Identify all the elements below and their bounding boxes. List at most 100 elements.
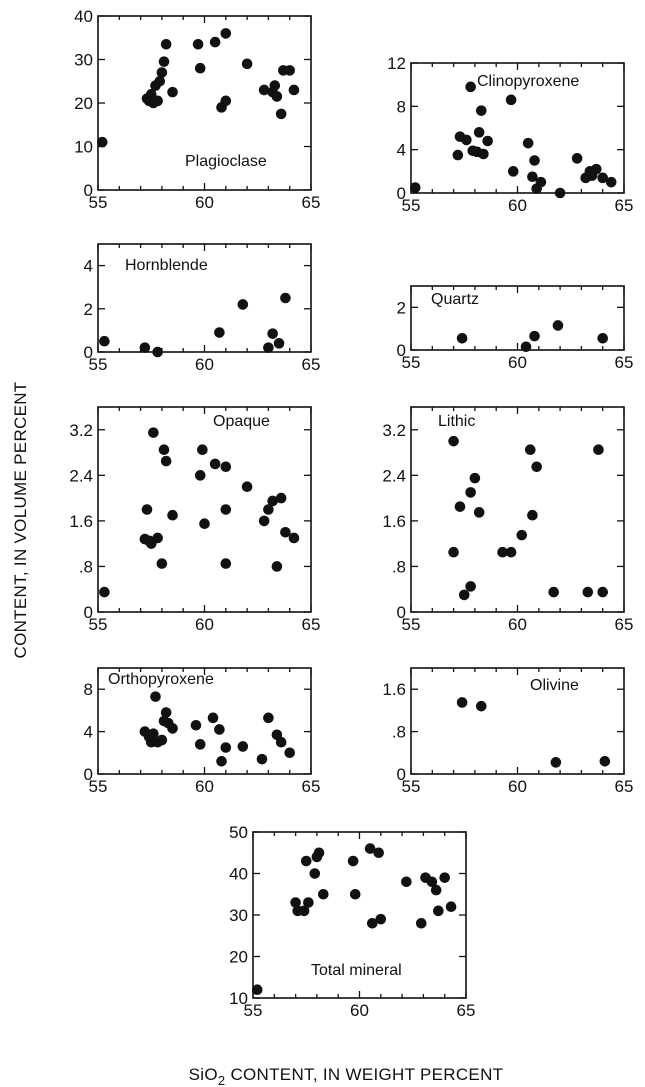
clinopyroxene-point [478,148,489,160]
plagioclase-point [160,38,172,50]
clinopyroxene-point [571,153,583,164]
plagioclase-y-tick-label: 10 [74,138,93,157]
plagioclase-x-tick-label: 65 [302,193,321,212]
hornblende-x-tick-label: 65 [302,355,321,374]
clinopyroxene-point [465,81,476,93]
hornblende-point [152,346,163,358]
opaque-x-tick-label: 65 [302,615,321,634]
clinopyroxene-point [597,172,608,184]
quartz-y-tick-label: 0 [397,341,406,360]
opaque-panel: 55 60 65 0 .8 1.6 2.4 3.2 Opaque [69,406,321,634]
plagioclase-point [275,108,287,120]
opaque-frame [97,406,312,613]
plagioclase-point [209,36,221,48]
orthopyroxene-point [216,755,227,767]
olivine-panel: 55 60 65 0 .8 1.6 Olivine [382,667,633,796]
clinopyroxene-point [461,134,472,146]
opaque-point [275,492,287,504]
total-mineral-x-tick-label: 60 [350,1001,369,1020]
lithic-y-tick-label: 3.2 [382,421,406,440]
olivine-frame [410,667,625,775]
total-mineral-point [349,888,361,900]
plagioclase-point [241,58,253,70]
plagioclase-point [152,95,163,107]
plagioclase-point [167,86,178,98]
lithic-point [516,529,528,541]
olivine-point [475,700,487,712]
clinopyroxene-y-tick-label: 4 [397,141,406,160]
total-mineral-y-tick-label: 50 [229,823,248,842]
opaque-point [148,427,159,438]
opaque-x-tick-label: 60 [195,615,214,634]
opaque-y-tick-label: .8 [79,557,93,576]
opaque-x-tick-label: 55 [89,615,108,634]
lithic-x-tick-label: 60 [508,615,527,634]
plagioclase-point [220,95,232,107]
total-mineral-point [290,897,301,908]
clinopyroxene-point [409,182,421,193]
hornblende-x-tick-label: 55 [89,355,108,374]
quartz-label: Quartz [431,291,479,308]
opaque-y-tick-label: 1.6 [69,512,93,531]
clinopyroxene-panel: 55 60 65 0 4 8 12 Clinopyroxene [387,54,633,215]
clinopyroxene-point [605,176,617,188]
olivine-point [456,697,468,708]
opaque-y-tick-label: 2.4 [69,466,93,485]
lithic-point [473,507,485,518]
total-mineral-point [433,905,444,917]
hornblende-point [273,338,285,349]
lithic-point [458,589,470,601]
plagioclase-point [288,84,300,96]
total-mineral-point [366,918,378,929]
opaque-point [220,558,232,569]
plagioclase-y-tick-label: 0 [84,181,93,200]
lithic-panel: 55 60 65 0 .8 1.6 2.4 3.2 Lithic [382,406,633,634]
lithic-label: Lithic [438,413,475,430]
clinopyroxene-point [554,187,566,199]
opaque-point [141,504,153,515]
lithic-point [597,586,608,598]
olivine-point [599,755,611,767]
hornblende-point [139,342,151,353]
lithic-y-tick-label: .8 [392,557,406,576]
hornblende-label: Hornblende [125,257,208,274]
lithic-point [527,509,538,521]
clinopyroxene-point [507,166,519,177]
clinopyroxene-point [535,176,547,188]
quartz-panel: 55 60 65 0 2 Quartz [397,285,633,372]
olivine-y-tick-label: 1.6 [382,680,406,699]
plagioclase-point [194,62,206,74]
lithic-point [593,444,604,456]
plagioclase-point [269,80,281,91]
total-mineral-point [430,884,442,896]
total-mineral-x-tick-label: 55 [244,1001,263,1020]
quartz-x-tick-label: 60 [508,353,527,372]
orthopyroxene-point [160,707,172,718]
plagioclase-point [96,136,108,148]
plagioclase-point [271,91,283,102]
quartz-point [529,330,540,342]
orthopyroxene-panel: 55 60 65 0 4 8 Orthopyroxene [84,667,320,796]
total-mineral-y-tick-label: 40 [229,865,248,884]
hornblende-point [214,327,225,338]
clinopyroxene-point [529,155,540,166]
olivine-point [550,757,562,768]
plagioclase-point [220,28,232,39]
total-mineral-label: Total mineral [311,962,402,979]
lithic-point [497,546,508,558]
plagioclase-point [145,89,157,100]
opaque-point [209,458,221,470]
orthopyroxene-point [263,712,274,724]
plagioclase-point [154,75,166,87]
orthopyroxene-point [284,747,296,759]
orthopyroxene-point [275,736,287,748]
total-mineral-point [415,918,427,929]
clinopyroxene-y-tick-label: 12 [387,54,406,73]
opaque-point [160,455,172,467]
hornblende-y-tick-label: 4 [84,257,93,276]
lithic-y-tick-label: 2.4 [382,466,406,485]
plagioclase-point [156,67,168,78]
orthopyroxene-label: Orthopyroxene [108,671,214,688]
orthopyroxene-y-tick-label: 8 [84,680,93,699]
lithic-point [448,435,459,447]
